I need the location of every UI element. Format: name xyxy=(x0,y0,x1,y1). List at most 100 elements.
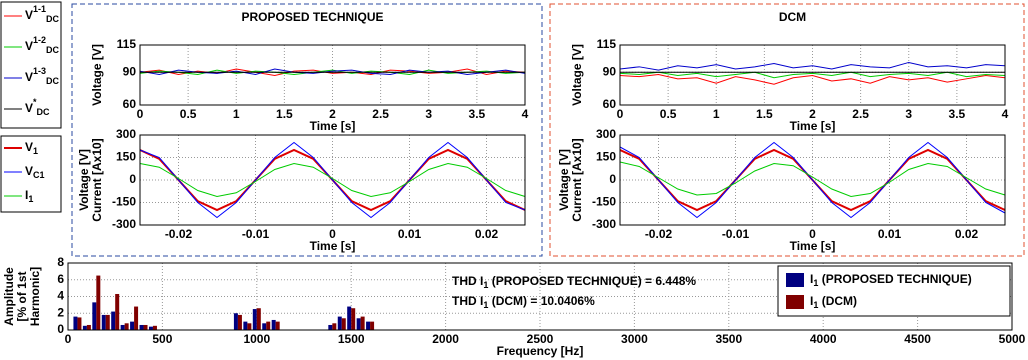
x-tick-label: 4000 xyxy=(810,332,837,346)
bar xyxy=(328,324,333,330)
bar xyxy=(96,275,101,330)
y-axis-label: Current [Ax10] xyxy=(90,138,104,221)
y-tick-label: 300 xyxy=(596,127,616,141)
legend-label-part: 1-1 xyxy=(33,4,46,14)
legend-label-part: 1-2 xyxy=(33,35,46,45)
bar xyxy=(262,323,267,330)
axes-frame xyxy=(139,44,526,106)
x-tick-label: 4 xyxy=(1002,107,1009,121)
x-tick-label: 3500 xyxy=(715,332,742,346)
y-axis-label: [% of 1st xyxy=(15,271,29,321)
bar xyxy=(152,325,157,330)
legend-label-part: 1 xyxy=(33,146,38,156)
bar xyxy=(356,318,361,330)
x-axis-label: Frequency [Hz] xyxy=(497,344,584,358)
bar xyxy=(111,311,116,330)
x-tick-label: -0.02 xyxy=(645,227,673,241)
x-tick-label: 1500 xyxy=(338,332,365,346)
y-tick-label: 150 xyxy=(596,150,616,164)
legend-label-part: I xyxy=(25,188,28,202)
legend-label-part: V xyxy=(25,140,33,154)
legend-label: I1 (PROPOSED TECHNIQUE) xyxy=(810,272,972,288)
bar xyxy=(341,318,346,330)
legend-label: V1-1DC xyxy=(25,4,60,24)
x-tick-label: 0 xyxy=(329,227,336,241)
bar xyxy=(366,321,371,330)
y-tick-label: 2 xyxy=(57,305,64,319)
legend-label-part: DC xyxy=(46,45,59,55)
x-tick-label: 1 xyxy=(233,107,240,121)
bar xyxy=(332,323,337,330)
y-axis-label: Voltage [V] xyxy=(77,149,91,211)
legend-label-part: 1-3 xyxy=(33,66,46,76)
x-tick-label: 1000 xyxy=(243,332,270,346)
series-line xyxy=(139,162,526,198)
chart-title: DCM xyxy=(779,10,806,24)
x-tick-label: 0.02 xyxy=(955,227,979,241)
series-line xyxy=(619,71,1006,79)
y-axis-label: Amplitude xyxy=(2,267,16,326)
series-line xyxy=(619,61,1006,71)
x-tick-label: 2000 xyxy=(432,332,459,346)
x-tick-label: 3 xyxy=(425,107,432,121)
bar xyxy=(105,314,110,330)
x-tick-label: 0 xyxy=(137,107,144,121)
x-tick-label: 4500 xyxy=(904,332,931,346)
x-tick-label: 2500 xyxy=(527,332,554,346)
y-tick-label: 90 xyxy=(603,64,617,78)
x-tick-label: 2 xyxy=(329,107,336,121)
bar xyxy=(86,324,91,330)
x-tick-label: 0.01 xyxy=(878,227,902,241)
bar xyxy=(275,321,280,330)
legend-label-part: (PROPOSED TECHNIQUE) xyxy=(818,272,971,286)
x-tick-label: 3000 xyxy=(621,332,648,346)
bar xyxy=(233,313,238,330)
x-axis-label: Time [s] xyxy=(310,239,356,253)
legend-label-part: I xyxy=(810,294,813,308)
bar xyxy=(77,317,82,330)
legend-label-part: V xyxy=(25,70,33,84)
chart-title: PROPOSED TECHNIQUE xyxy=(241,10,383,24)
y-tick-label: 60 xyxy=(123,97,137,111)
x-tick-label: 4 xyxy=(522,107,529,121)
y-tick-label: 4 xyxy=(57,289,64,303)
bar xyxy=(370,321,375,330)
legend-label: I1 (DCM) xyxy=(810,294,857,310)
x-tick-label: -0.01 xyxy=(722,227,750,241)
annotation-part: (PROPOSED TECHNIQUE) = 6.448% xyxy=(488,274,696,288)
x-tick-label: 1.5 xyxy=(756,107,773,121)
legend-label-part: V xyxy=(25,164,33,178)
annotation-part: 1 xyxy=(483,280,488,290)
bar xyxy=(101,314,106,330)
legend-label-part: (DCM) xyxy=(818,294,857,308)
legend-label: V1 xyxy=(25,140,38,156)
legend-top xyxy=(0,1,62,129)
bar xyxy=(252,309,257,330)
y-tick-label: -150 xyxy=(592,195,616,209)
bar xyxy=(266,321,271,330)
legend-label: V*DC xyxy=(25,97,50,117)
x-tick-label: 2.5 xyxy=(852,107,869,121)
legend-label-part: V xyxy=(25,101,33,115)
y-tick-label: -300 xyxy=(112,217,136,231)
bar xyxy=(256,308,261,330)
annotation: THD I1 (DCM) = 10.0406% xyxy=(452,294,595,310)
legend-label-part: * xyxy=(33,97,37,107)
y-tick-label: 0 xyxy=(609,172,616,186)
legend-label-part: DC xyxy=(46,14,59,24)
bar xyxy=(92,302,97,330)
bar xyxy=(130,321,135,330)
y-tick-label: 60 xyxy=(603,97,617,111)
x-tick-label: 0 xyxy=(65,332,72,346)
axes-frame xyxy=(619,44,1006,106)
y-tick-label: -150 xyxy=(112,195,136,209)
x-tick-label: 2 xyxy=(809,107,816,121)
legend-label: V1-2DC xyxy=(25,35,60,55)
series-line xyxy=(139,141,526,219)
dcm-box xyxy=(549,3,1025,257)
x-tick-label: -0.02 xyxy=(165,227,193,241)
y-axis-label: Harmonic] xyxy=(28,267,42,326)
y-axis-label: Voltage [V] xyxy=(557,149,571,211)
legend-label-part: C1 xyxy=(33,170,45,180)
